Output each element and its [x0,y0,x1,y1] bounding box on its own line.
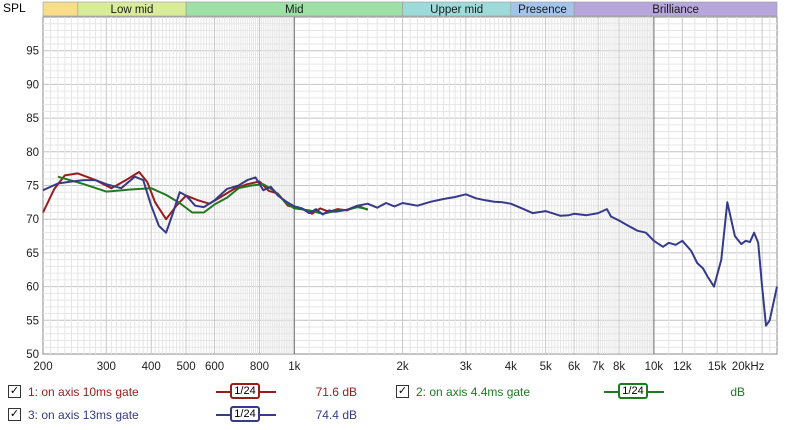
x-tick-label: 20kHz [732,361,765,373]
x-tick-label: 6k [568,361,580,373]
series-1-smoothing-control[interactable]: 1/24 [216,383,276,401]
series-2-smoothing-label: 1/24 [618,383,648,399]
x-tick-label: 3k [460,361,472,373]
x-tick-label: 10k [645,361,664,373]
band-label: Low mid [111,4,154,16]
x-tick-label: 12k [673,361,692,373]
band-label: Upper mid [430,4,483,16]
band-label: Mid [285,4,304,16]
y-tick-label: 80 [26,147,39,159]
series-2-checkbox[interactable]: ✓ [396,385,409,398]
series-2-smoothing-control[interactable]: 1/24 [604,383,664,401]
y-tick-label: 65 [26,248,39,260]
series-3-smoothing-control[interactable]: 1/24 [216,406,276,424]
y-tick-label: 70 [26,214,39,226]
band-header: Low mid Mid Upper mid Presence Brilliance [42,1,778,17]
y-tick-label: 85 [26,113,39,125]
y-tick-label: 60 [26,282,39,294]
x-tick-label: 400 [142,361,161,373]
y-tick-label: 55 [26,315,39,327]
series-2-value: dB [730,385,745,399]
band-sub-bass [42,1,79,17]
series-3-label: 3: on axis 13ms gate [28,408,139,422]
x-tick-label: 600 [205,361,224,373]
x-tick-label: 4k [505,361,517,373]
y-tick-label: 90 [26,79,39,91]
series-2-label: 2: on axis 4.4ms gate [416,385,531,399]
y-axis-label: SPL [3,1,26,15]
band-label: Brilliance [652,4,699,16]
series-3-checkbox[interactable]: ✓ [8,408,21,421]
series-3-value: 74.4 dB [315,408,357,422]
series-1-value: 71.6 dB [315,385,357,399]
band-label: Presence [518,4,567,16]
y-tick-label: 75 [26,181,39,193]
x-tick-label: 200 [33,361,52,373]
x-tick-label: 500 [176,361,195,373]
x-tick-label: 15k [708,361,727,373]
series-1-smoothing-label: 1/24 [230,383,260,399]
series-group [42,171,778,327]
x-tick-label: 8k [613,361,625,373]
series-1-label: 1: on axis 10ms gate [28,385,139,399]
series-1-line [42,171,369,221]
x-tick-label: 7k [592,361,604,373]
band-brilliance [573,1,778,17]
x-tick-label: 2k [396,361,408,373]
x-tick-label: 800 [250,361,269,373]
series-3-smoothing-label: 1/24 [230,406,260,422]
grid [43,17,777,354]
y-tick-label: 95 [26,46,39,58]
x-tick-label: 5k [540,361,552,373]
series-1-checkbox[interactable]: ✓ [8,385,21,398]
y-tick-label: 50 [26,349,39,361]
x-tick-label: 1k [288,361,300,373]
axes: 50 55 60 65 70 75 80 85 90 95 200 300 400 500 600 800 1k… [26,46,764,373]
x-tick-label: 300 [97,361,116,373]
series-3-line [42,175,778,327]
